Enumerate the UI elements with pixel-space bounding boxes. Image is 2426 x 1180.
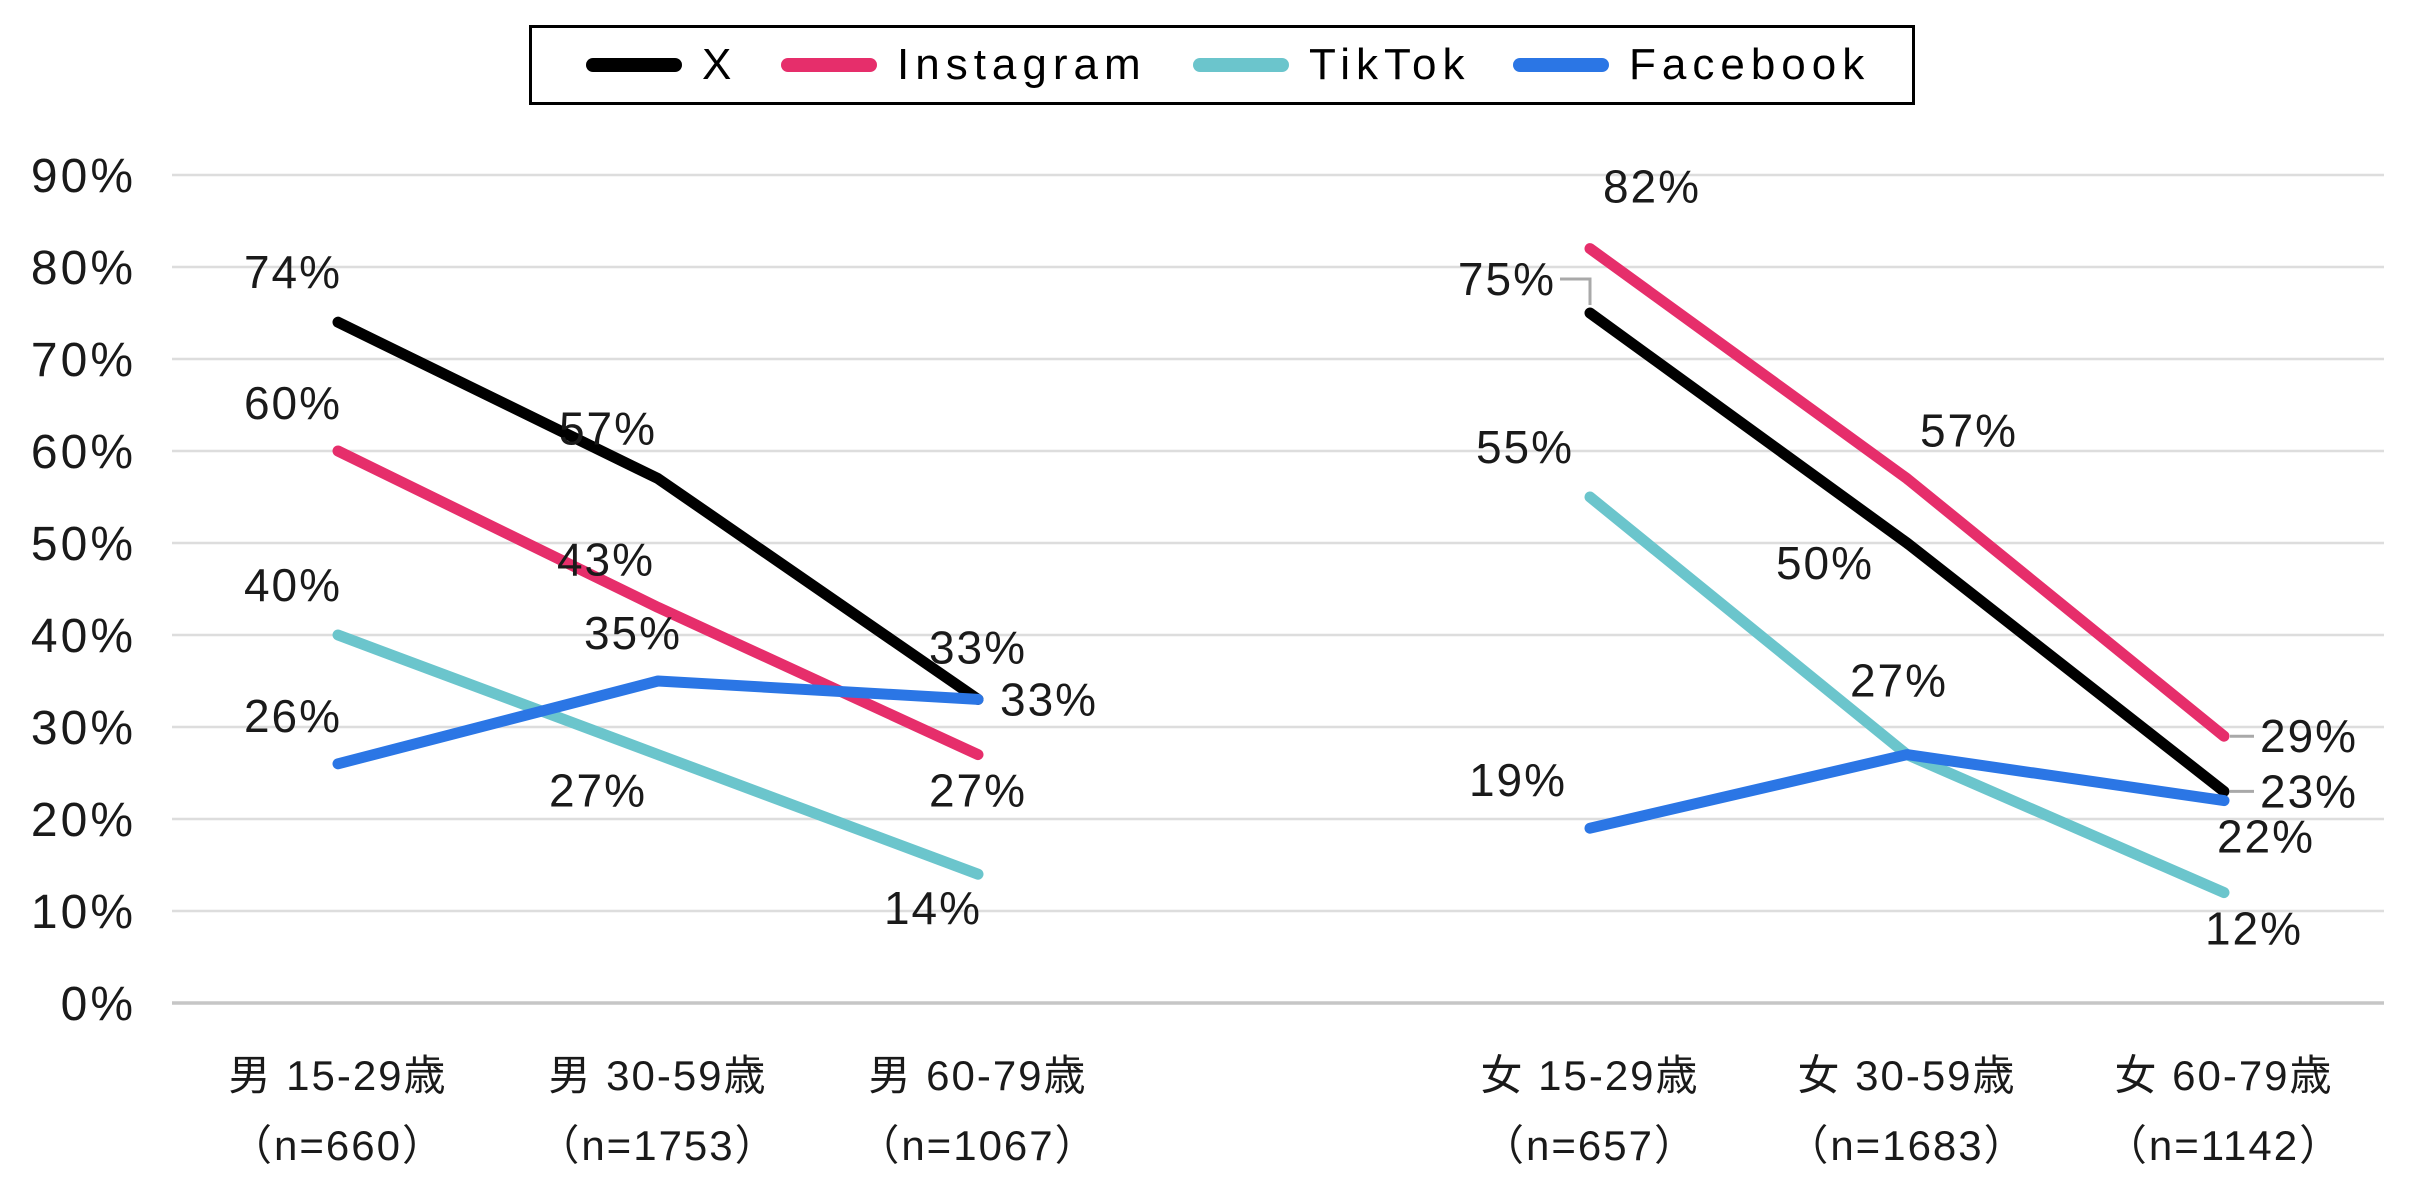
x-axis-category-n-female-2: （n=1142） [2105,1122,2343,1169]
data-label-male-Facebook-2: 33% [1000,673,1098,725]
data-label-male-TikTok-0: 40% [244,559,342,611]
legend-swatch-instagram [781,58,877,72]
series-line-male-X [332,316,984,705]
y-axis-tick-30: 30% [31,702,136,755]
y-axis-tick-90: 90% [31,150,136,203]
legend-label-facebook: Facebook [1629,40,1871,89]
y-axis-tick-20: 20% [31,794,136,847]
y-axis-tick-10: 10% [31,886,136,939]
data-label-male-X-1: 57% [559,403,657,455]
x-axis-category-n-female-0: （n=657） [1482,1122,1698,1169]
x-axis-category-n-female-1: （n=1683） [1786,1122,2027,1169]
label-leader-elbow-female-X [1560,277,1592,305]
data-label-female-X-2: 23% [2260,765,2358,817]
data-label-female-Instagram-2: 29% [2260,710,2358,762]
data-label-female-Facebook-0: 19% [1469,754,1567,806]
data-label-male-Facebook-1: 35% [584,607,682,659]
data-label-male-TikTok-2: 14% [884,882,982,934]
x-axis-category-female-1: 女 30-59歳 [1797,1052,2016,1099]
legend-swatch-facebook [1513,58,1609,72]
x-axis-category-n-male-2: （n=1067） [857,1122,1098,1169]
data-label-male-Facebook-0: 26% [244,690,342,742]
data-label-male-Instagram-1: 43% [557,533,655,585]
x-axis-category-male-1: 男 30-59歳 [548,1052,767,1099]
y-axis-tick-60: 60% [31,426,136,479]
legend-item-instagram: Instagram [781,28,1147,102]
legend-item-tiktok: TikTok [1193,28,1471,102]
y-axis-tick-50: 50% [31,518,136,571]
y-axis-tick-80: 80% [31,242,136,295]
legend-swatch-x [586,58,682,72]
legend-item-x: X [586,28,737,102]
legend-label-tiktok: TikTok [1309,40,1471,89]
y-axis-tick-40: 40% [31,610,136,663]
legend-label-x: X [702,40,738,89]
data-label-female-TikTok-0: 55% [1476,421,1574,473]
data-label-female-X-0: 75% [1458,253,1556,305]
data-label-male-Instagram-0: 60% [244,377,342,429]
data-label-female-X-1: 50% [1776,537,1874,589]
series-line-female-Facebook [1584,749,2230,834]
series-line-female-Instagram [1584,243,2230,742]
legend-label-instagram: Instagram [897,40,1147,89]
legend-swatch-tiktok [1193,58,1289,72]
legend-item-facebook: Facebook [1513,28,1870,102]
x-axis-category-female-2: 女 60-79歳 [2114,1052,2333,1099]
data-label-male-Instagram-2: 27% [929,765,1027,817]
y-axis-tick-70: 70% [31,334,136,387]
data-label-female-Instagram-0: 82% [1603,161,1701,213]
chart-legend: X Instagram TikTok Facebook [529,25,1915,105]
x-axis-category-n-male-0: （n=660） [230,1122,446,1169]
x-axis-category-n-male-1: （n=1753） [537,1122,778,1169]
series-line-male-Instagram [332,445,984,761]
x-axis-category-male-0: 男 15-29歳 [228,1052,447,1099]
x-axis-category-female-0: 女 15-29歳 [1480,1052,1699,1099]
data-label-female-Facebook-2: 22% [2217,811,2315,863]
data-label-female-Instagram-1: 57% [1920,405,2018,457]
data-label-male-TikTok-1: 27% [549,765,647,817]
data-label-female-Facebook-1: 27% [1850,655,1948,707]
data-label-female-TikTok-2: 12% [2205,903,2303,955]
series-line-male-TikTok [332,629,984,880]
series-line-male-Facebook [332,675,984,770]
data-label-male-X-0: 74% [244,246,342,298]
y-axis-tick-0: 0% [61,978,136,1031]
x-axis-category-male-2: 男 60-79歳 [868,1052,1087,1099]
series-line-female-X [1584,307,2230,797]
data-label-male-X-2: 33% [929,621,1027,673]
